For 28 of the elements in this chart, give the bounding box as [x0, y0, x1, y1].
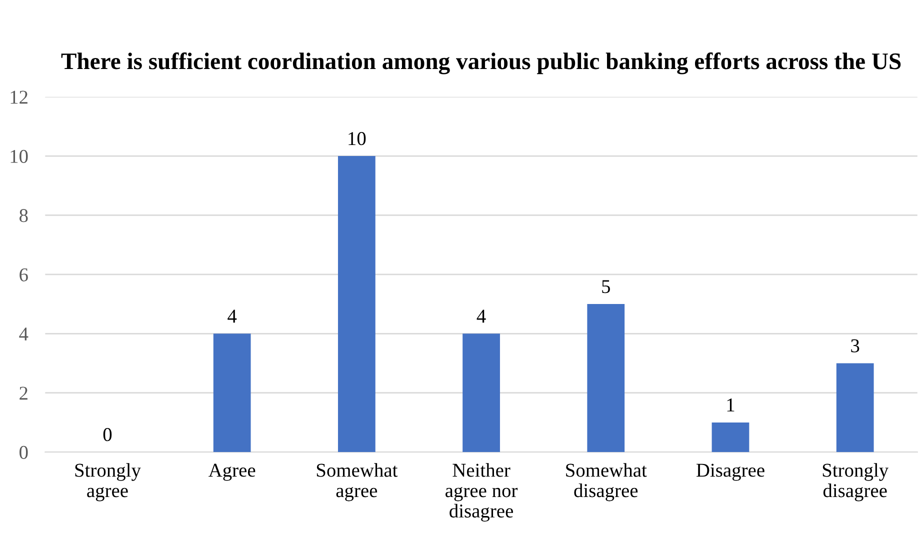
data-label: 0 [103, 428, 112, 442]
x-tick-label: Neither agree nor disagree [446, 463, 518, 522]
bar [587, 304, 625, 452]
y-tick-label: 0 [20, 446, 28, 459]
y-tick-label: 2 [20, 386, 28, 400]
chart-title: There is sufficient coordination among various public banking efforts across the US [61, 52, 901, 74]
bar [213, 334, 251, 452]
x-tick-label: Strongly disagree [822, 463, 889, 502]
data-label: 5 [602, 280, 610, 294]
x-tick-label: Disagree [696, 464, 764, 481]
bar [712, 422, 750, 452]
bar [836, 363, 874, 452]
data-label: 10 [348, 132, 366, 146]
data-label: 4 [228, 310, 237, 323]
data-label: 1 [727, 398, 734, 412]
y-tick-label: 6 [20, 268, 28, 282]
data-label: 4 [476, 310, 486, 323]
x-tick-label: Somewhat agree [316, 463, 398, 502]
y-tick-label: 10 [10, 150, 28, 163]
bar [462, 334, 500, 452]
x-tick-label: Somewhat disagree [566, 463, 647, 502]
y-tick-label: 12 [10, 90, 28, 104]
bar [338, 156, 376, 452]
data-label: 3 [851, 339, 860, 352]
x-tick-label: Strongly agree [75, 463, 141, 502]
y-tick-label: 8 [20, 209, 28, 222]
y-tick-label: 4 [19, 328, 28, 340]
x-tick-label: Agree [208, 464, 256, 481]
